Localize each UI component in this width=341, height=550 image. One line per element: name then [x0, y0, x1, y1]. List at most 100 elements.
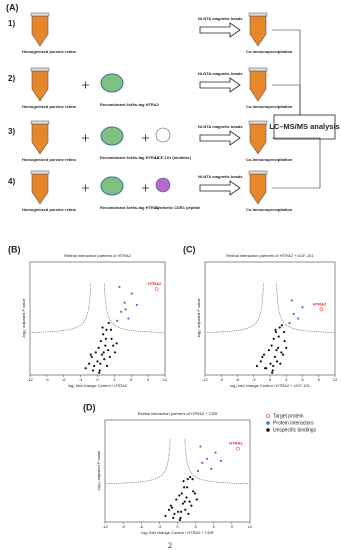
panel-label: (B) [8, 244, 21, 254]
x-tick-label: -9 [219, 377, 223, 382]
data-point [270, 344, 273, 347]
data-point [214, 451, 217, 454]
data-point [183, 500, 186, 503]
data-point [192, 490, 195, 493]
analysis-box [273, 114, 336, 140]
data-point [172, 516, 175, 520]
x-tick-label: -9 [121, 524, 125, 529]
data-point [113, 351, 117, 354]
data-point [179, 516, 182, 520]
data-point [186, 486, 189, 489]
data-point [283, 339, 286, 343]
threshold-curve [184, 439, 250, 484]
tube-cap [30, 67, 50, 72]
data-point [271, 371, 274, 374]
data-point [281, 353, 285, 356]
x-tick-label: 12 [333, 377, 338, 382]
tube-cap [248, 170, 268, 175]
data-point [290, 299, 293, 302]
data-point [109, 328, 113, 331]
chart-title: Retinal interaction partners of HTRA2 + … [226, 253, 314, 258]
chart-title: Retinal interaction partners of HTRA2 [64, 253, 131, 258]
data-point [178, 518, 182, 522]
connector [272, 29, 301, 115]
x-tick-label: -9 [45, 377, 49, 382]
annotation: HTRA2 [313, 302, 327, 307]
plot-frame [29, 261, 166, 376]
data-point [301, 306, 304, 309]
threshold-curve [103, 283, 165, 333]
x-tick-label: -3 [158, 524, 162, 529]
data-point [98, 371, 101, 374]
data-point [184, 508, 187, 511]
compound-icon [155, 177, 171, 193]
data-point [107, 348, 110, 352]
plus-sign [142, 134, 149, 142]
beads-label: Ni-NTA magnetic beads [198, 71, 243, 76]
result-label: Co-Immunoprecipitation [246, 104, 293, 109]
tube [31, 70, 49, 102]
y-axis-label: -log₁₀ adjusted P value [96, 450, 101, 491]
data-point [104, 344, 107, 347]
data-point [185, 496, 188, 499]
x-tick-label: -12 [202, 377, 209, 382]
data-point [90, 355, 94, 359]
data-point [154, 287, 159, 291]
data-point [103, 358, 106, 361]
compound-label: Synthetic CDR1 peptide [155, 205, 201, 210]
x-tick-label: 9 [318, 377, 321, 382]
data-point [180, 492, 183, 495]
data-point [269, 362, 272, 365]
data-point [135, 303, 139, 307]
data-point [186, 478, 189, 481]
data-point [164, 514, 167, 518]
data-point [130, 292, 133, 295]
data-point [94, 351, 97, 354]
protein-label: Recombinant 6xHis-tag HTRA2 [100, 155, 160, 160]
data-point [182, 486, 186, 489]
data-point [280, 351, 283, 354]
x-tick-label: 0 [176, 524, 179, 529]
legend-marker [266, 421, 270, 425]
legend-label: Target protein [273, 413, 304, 419]
row-number: 3) [8, 127, 15, 136]
protein-icon [100, 176, 124, 196]
data-point [99, 339, 103, 343]
tube [249, 15, 267, 47]
data-point [101, 326, 104, 329]
protein-label: Recombinant 6xHis-tag HTRA2 [100, 102, 160, 107]
protein-label: Recombinant 6xHis-tag HTRA2 [100, 205, 160, 210]
x-tick-label: -6 [139, 524, 143, 529]
data-point [173, 512, 176, 515]
data-point [285, 346, 288, 350]
panel-label: (A) [6, 2, 19, 12]
arrow [199, 180, 241, 196]
data-point [181, 502, 185, 505]
data-point [104, 337, 108, 340]
x-axis-label: log₂ fold change Control / HTRA2 [68, 383, 128, 388]
sample-label: Homogenized porcine retina [22, 49, 77, 54]
data-point [274, 328, 277, 331]
arrow [199, 22, 241, 38]
beads-label: Ni-NTA magnetic beads [198, 124, 243, 129]
data-point [255, 364, 259, 368]
legend-marker [266, 428, 270, 432]
data-point [271, 369, 274, 372]
data-point [274, 330, 278, 334]
data-point [91, 369, 95, 372]
sample-label: Homogenized porcine retina [22, 157, 77, 162]
tube [249, 173, 267, 205]
tube-cap [248, 67, 268, 72]
data-point [100, 353, 104, 356]
x-tick-label: 6 [213, 524, 216, 529]
data-point [188, 500, 191, 503]
result-label: Co-Immunoprecipitation [246, 49, 293, 54]
tube-cap [30, 12, 50, 17]
data-point [195, 498, 198, 501]
data-point [119, 310, 123, 313]
data-point [288, 321, 291, 325]
data-point [105, 364, 109, 368]
chart-title: Retinal interaction partners of HTRA2 + … [138, 411, 218, 416]
data-point [96, 360, 99, 363]
annotation: HTRA2 [229, 441, 243, 446]
